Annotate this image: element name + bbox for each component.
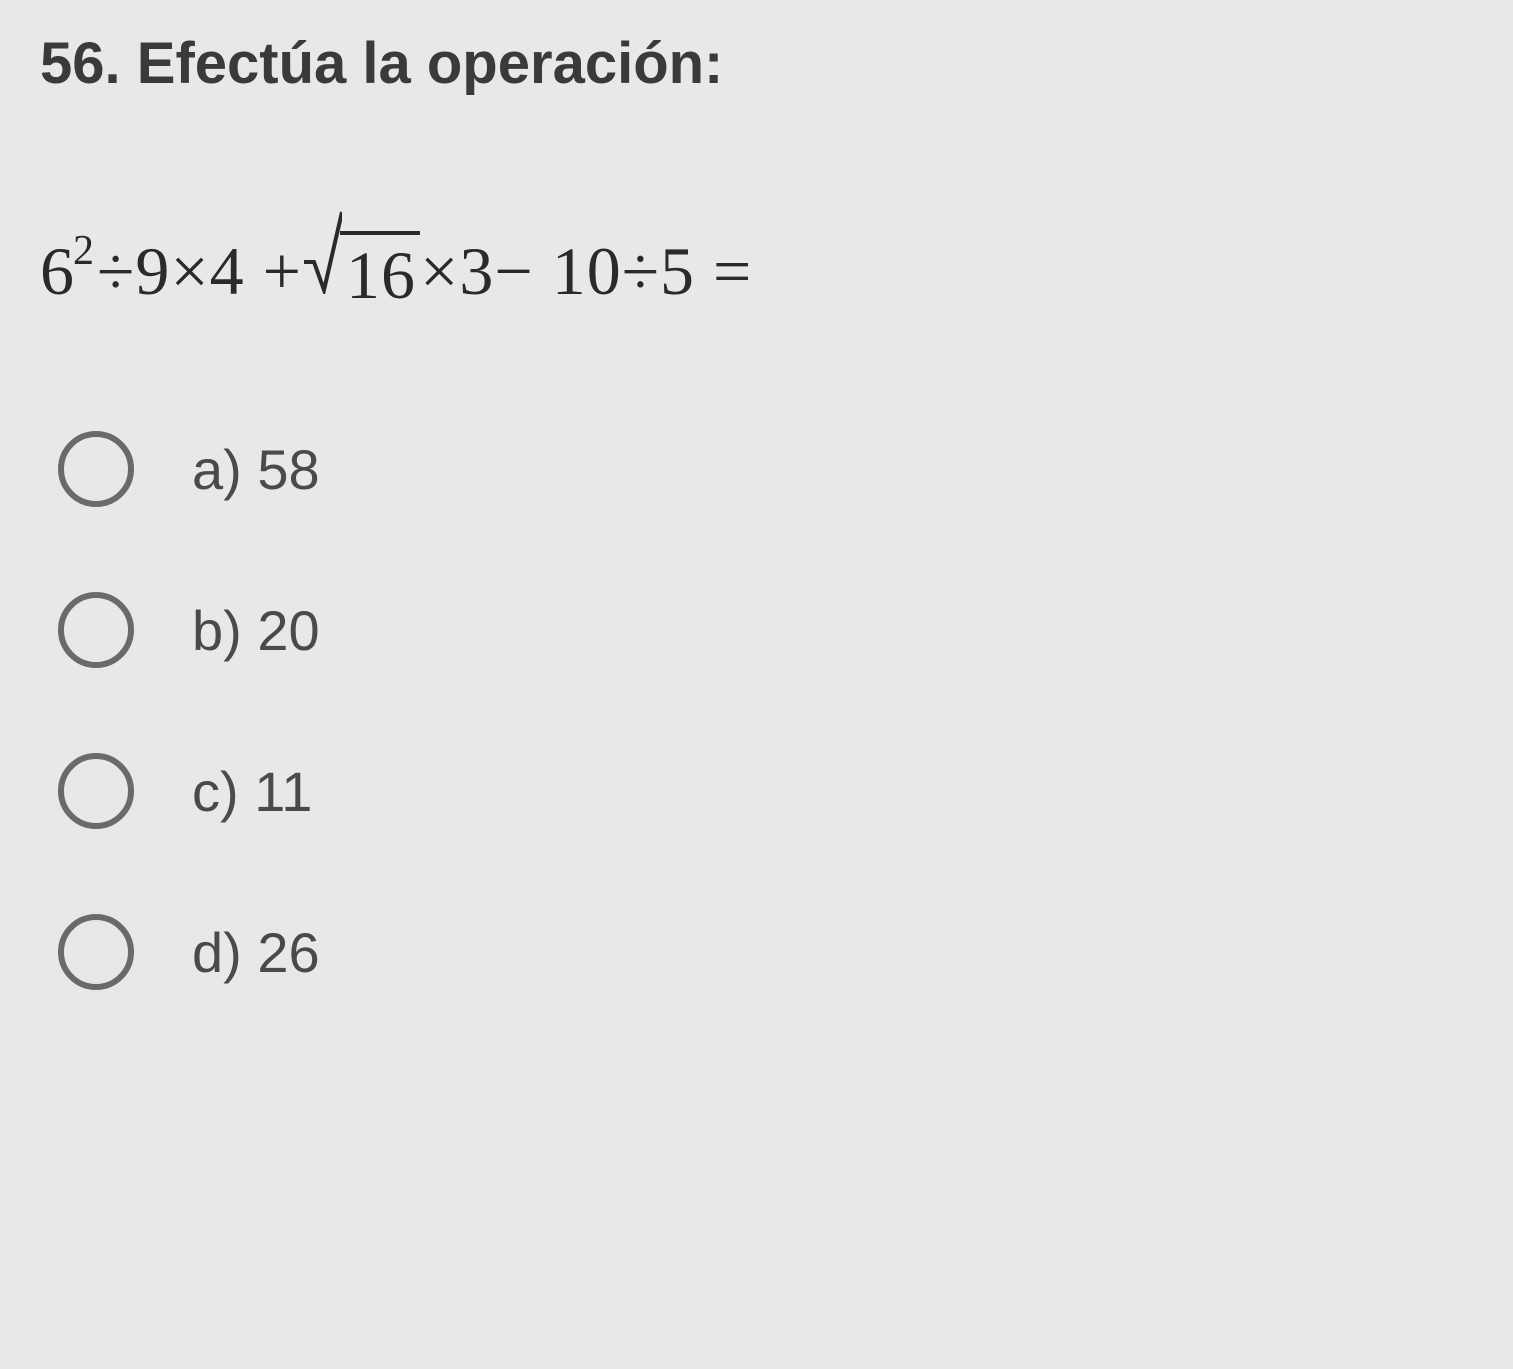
option-label: b) 20 (192, 598, 320, 663)
radio-icon[interactable] (58, 914, 134, 990)
option-c[interactable]: c) 11 (58, 753, 1473, 829)
equation-segment-1: ÷9×4 + (97, 232, 302, 311)
option-b[interactable]: b) 20 (58, 592, 1473, 668)
sqrt-radicand: 16 (340, 231, 420, 311)
sqrt-icon (302, 210, 342, 311)
question-prompt: Efectúa la operación: (137, 31, 724, 96)
option-letter: b) (192, 599, 242, 662)
equation-exponent-1: 2 (73, 227, 95, 275)
radio-icon[interactable] (58, 431, 134, 507)
option-label: c) 11 (192, 759, 312, 824)
option-value: 20 (257, 599, 319, 662)
option-label: d) 26 (192, 920, 320, 985)
option-letter: c) (192, 760, 239, 823)
equation: 62÷9×4 + 16×3 − 10÷5 = (40, 227, 1473, 311)
radio-icon[interactable] (58, 592, 134, 668)
sqrt: 16 (302, 227, 420, 311)
option-a[interactable]: a) 58 (58, 431, 1473, 507)
equation-base-1: 6 (40, 232, 75, 311)
radio-icon[interactable] (58, 753, 134, 829)
option-letter: d) (192, 921, 242, 984)
option-label: a) 58 (192, 437, 320, 502)
equation-segment-2: − 10÷5 = (494, 232, 752, 311)
options-list: a) 58 b) 20 c) 11 d) 26 (40, 431, 1473, 990)
option-d[interactable]: d) 26 (58, 914, 1473, 990)
question-header: 56. Efectúa la operación: (40, 30, 1473, 97)
option-value: 26 (257, 921, 319, 984)
option-value: 58 (257, 438, 319, 501)
option-value: 11 (254, 760, 312, 823)
option-letter: a) (192, 438, 242, 501)
equation-segment-after-sqrt: ×3 (420, 232, 494, 311)
question-number: 56. (40, 31, 121, 96)
